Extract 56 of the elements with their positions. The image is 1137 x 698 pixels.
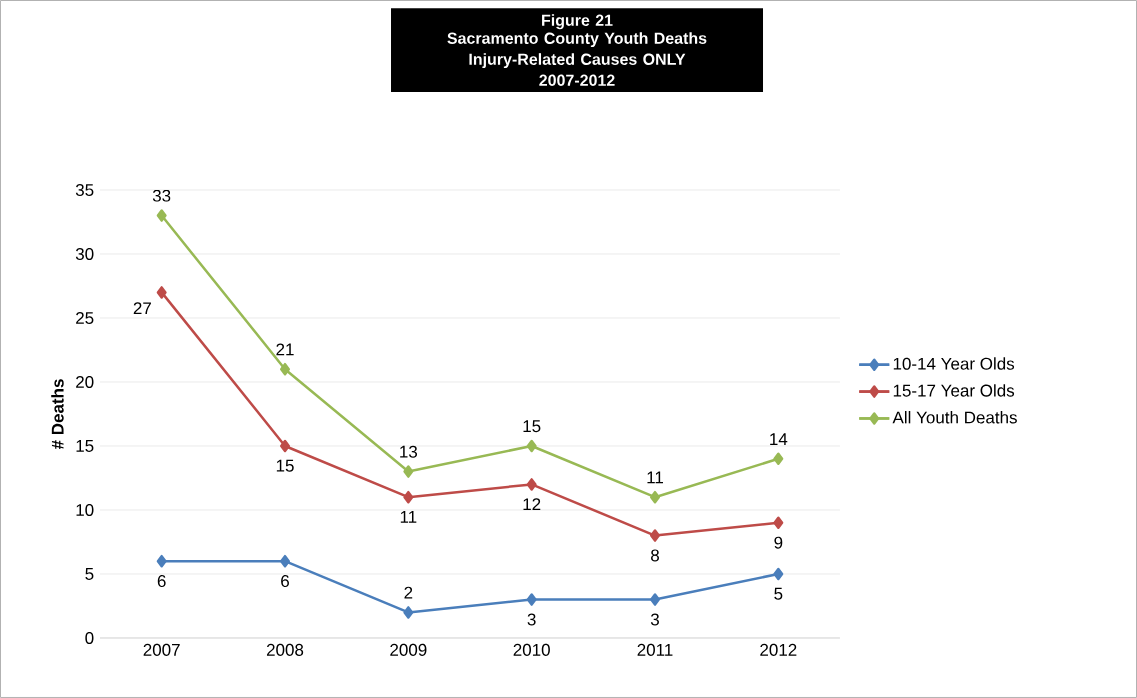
point (773, 452, 784, 466)
point (280, 554, 291, 568)
y-tick-label: 0 (85, 631, 94, 645)
data-label: 21 (276, 343, 294, 356)
point (403, 606, 414, 619)
point (156, 554, 167, 568)
x-tick-label: 2007 (143, 643, 180, 656)
x-tick-label: 2012 (760, 643, 797, 656)
data-label: 33 (152, 189, 171, 202)
y-axis-title: # Deaths (51, 379, 64, 450)
data-label: 8 (651, 549, 659, 562)
point (650, 529, 660, 542)
point (156, 209, 167, 222)
legend-label: All Youth Deaths (892, 411, 1017, 424)
x-tick-label: 2010 (513, 643, 550, 656)
point (650, 490, 660, 504)
y-tick-label: 15 (76, 440, 94, 452)
point (403, 465, 414, 478)
y-tick-label: 20 (76, 375, 94, 389)
data-label: 11 (400, 511, 417, 523)
y-tick-label: 30 (75, 247, 94, 261)
data-label: 15 (276, 459, 294, 472)
point (773, 567, 784, 581)
point (526, 593, 537, 606)
y-tick-label: 25 (76, 311, 94, 325)
point (280, 439, 291, 453)
data-label: 27 (133, 302, 151, 315)
point (280, 362, 291, 376)
point (403, 490, 414, 504)
data-label: 6 (157, 575, 166, 588)
data-label: 5 (774, 587, 783, 600)
data-label: 3 (527, 613, 536, 626)
data-label: 3 (650, 613, 659, 626)
chart-subtitle: Sacramento County Youth Deaths Injury-Related Causes ONLY 2007-2012 (447, 32, 707, 86)
data-label: 11 (647, 471, 663, 484)
y-tick-label: 5 (85, 568, 94, 580)
y-tick-label: 35 (75, 183, 94, 197)
data-label: 14 (770, 433, 788, 445)
x-tick-label: 2009 (390, 643, 427, 656)
point (526, 439, 537, 453)
legend-label: 10-14 Year Olds (893, 357, 1015, 370)
x-tick-label: 2008 (266, 643, 304, 656)
x-tick-label: 2011 (637, 643, 673, 656)
point (156, 286, 167, 299)
legend-label: 15-17 Year Olds (893, 384, 1015, 397)
data-label: 15 (523, 420, 541, 433)
data-label: 13 (400, 445, 418, 458)
data-label: 6 (281, 575, 289, 588)
point (773, 516, 784, 530)
data-label: 2 (404, 586, 413, 599)
chart-title: Figure 21 (542, 14, 613, 30)
point (526, 478, 537, 491)
data-label: 12 (523, 498, 541, 511)
data-label: 9 (774, 536, 783, 549)
y-tick-label: 10 (76, 503, 94, 517)
point (650, 593, 660, 606)
